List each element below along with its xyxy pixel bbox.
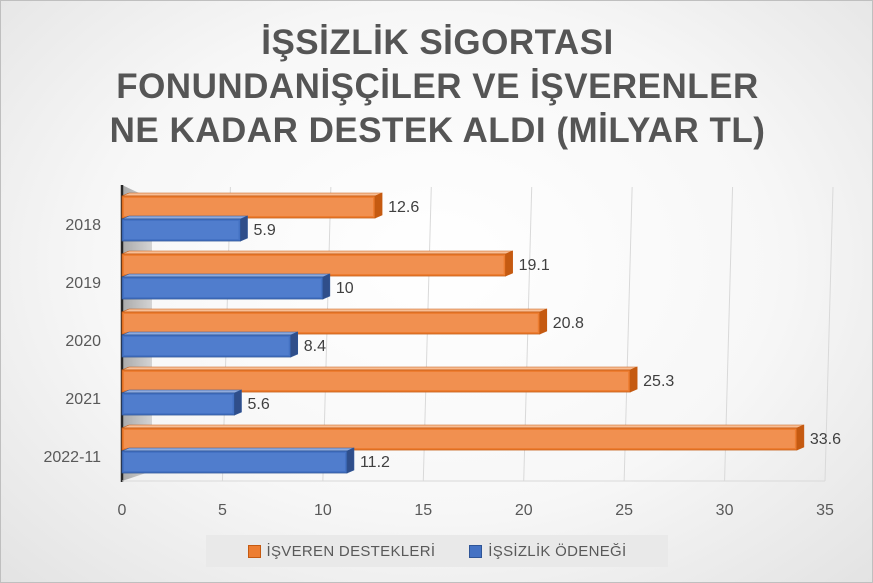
title-line-1: İŞSİZLİK SİGORTASI [261, 23, 614, 62]
data-label-issizlik-2022-11: 11.2 [360, 454, 390, 471]
bar-issizlik-2021-shine [124, 395, 233, 413]
bar-isveren-2018-shine [124, 198, 374, 216]
bar-issizlik-2020-top [121, 331, 298, 336]
legend-swatch-isveren [247, 544, 261, 558]
data-label-issizlik-2021: 5.6 [247, 396, 269, 413]
data-label-isveren-2019: 19.1 [519, 257, 550, 274]
x-tick-label-0: 0 [118, 502, 127, 519]
bars [121, 192, 805, 474]
bar-issizlik-2020-side [290, 331, 299, 358]
data-label-isveren-2020: 20.8 [553, 315, 584, 332]
legend-item-isveren: İŞVEREN DESTEKLERİ [247, 542, 436, 560]
data-label-issizlik-2020: 8.4 [304, 338, 326, 355]
x-tick-label-25: 25 [615, 502, 633, 519]
y-tick-label-2022-11: 2022-11 [43, 449, 101, 466]
bar-isveren-2020-shine [124, 314, 538, 332]
x-tick-label-30: 30 [716, 502, 734, 519]
title-line-3: NE KADAR DESTEK ALDI (MİLYAR TL) [109, 111, 766, 150]
chart-title: İŞSİZLİK SİGORTASI FONUNDANİŞÇİLER VE İŞ… [61, 21, 814, 153]
gridline-x-35 [824, 186, 834, 482]
legend-item-issizlik: İŞSİZLİK ÖDENEĞİ [469, 543, 626, 560]
labels: 0 5 10 15 20 25 30 35 2018 12.6 5.9 2019 19.1 10 2020 2… [43, 199, 841, 519]
data-label-isveren-2018: 12.6 [388, 199, 419, 216]
bar-issizlik-2019-side [322, 273, 331, 300]
y-tick-label-2018: 2018 [65, 217, 101, 234]
bar-isveren-2022-11-shine [124, 430, 795, 448]
bar-issizlik-2020-shine [124, 337, 289, 355]
bar-issizlik-2022-11-top [121, 447, 355, 452]
bar-issizlik-2019-top [121, 273, 330, 278]
x-tick-label-35: 35 [816, 502, 834, 519]
bar-issizlik-2019-shine [124, 279, 321, 297]
bar-issizlik-2018-shine [124, 221, 239, 239]
bar-isveren-2021-side [629, 366, 638, 393]
bar-issizlik-2022-11-side [346, 447, 355, 474]
legend-label-issizlik: İŞSİZLİK ÖDENEĞİ [488, 542, 627, 560]
bar-isveren-2018-top [121, 192, 383, 197]
bar-isveren-2018-side [374, 192, 383, 219]
x-tick-label-5: 5 [218, 502, 227, 519]
bar-issizlik-2021-side [234, 389, 242, 416]
bar-isveren-2019-side [505, 250, 513, 277]
x-tick-label-10: 10 [314, 502, 332, 519]
data-label-issizlik-2018: 5.9 [254, 222, 276, 239]
title-line-2: FONUNDANİŞÇİLER VE İŞVERENLER [116, 67, 759, 106]
legend-swatch-issizlik [469, 544, 483, 558]
y-tick-label-2019: 2019 [65, 275, 101, 292]
legend: İŞVEREN DESTEKLERİ İŞSİZLİK ÖDENEĞİ [206, 535, 668, 567]
y-tick-label-2020: 2020 [65, 333, 101, 350]
legend-label-isveren: İŞVEREN DESTEKLERİ [266, 542, 436, 560]
bar-issizlik-2018-top [121, 215, 248, 220]
bar-isveren-2021-shine [124, 372, 629, 390]
bar-isveren-2020-top [121, 308, 547, 313]
bar-issizlik-2021-top [121, 389, 242, 394]
x-tick-label-15: 15 [414, 502, 432, 519]
bar-issizlik-2018-side [240, 215, 248, 242]
bar-isveren-2022-11-top [121, 424, 804, 429]
y-tick-label-2021: 2021 [65, 391, 101, 408]
data-label-isveren-2021: 25.3 [643, 373, 674, 390]
data-label-isveren-2022-11: 33.6 [810, 431, 841, 448]
bar-isveren-2019-top [121, 250, 513, 255]
bar-issizlik-2022-11-shine [124, 453, 345, 471]
bar-isveren-2019-shine [124, 256, 504, 274]
bar-isveren-2020-side [539, 308, 548, 335]
bar-isveren-2021-top [121, 366, 638, 371]
x-tick-label-20: 20 [515, 502, 533, 519]
data-label-issizlik-2019: 10 [336, 280, 354, 297]
bar-isveren-2022-11-side [796, 424, 805, 451]
